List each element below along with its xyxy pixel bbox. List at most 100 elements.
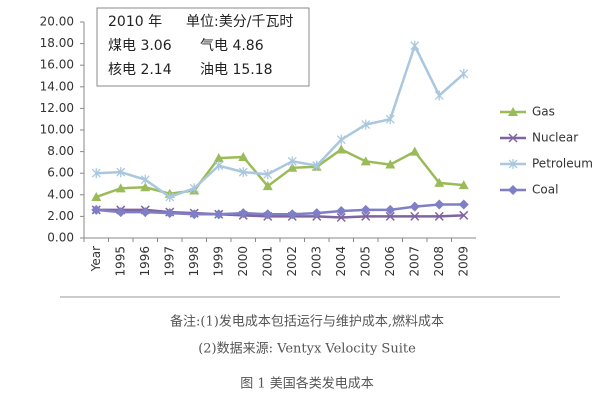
x-tick-label: 1996 bbox=[138, 246, 152, 277]
x-tick-label: Year bbox=[89, 246, 103, 272]
marker bbox=[165, 191, 175, 202]
annotation: 气电 4.86 bbox=[200, 38, 264, 54]
x-tick-label: 1999 bbox=[211, 246, 225, 277]
annotation: 2010 年 bbox=[108, 14, 162, 30]
marker bbox=[262, 209, 273, 220]
legend-label: Nuclear bbox=[532, 131, 578, 145]
marker bbox=[385, 204, 396, 215]
legend-label: Gas bbox=[532, 105, 555, 119]
marker bbox=[262, 181, 273, 191]
y-tick-label: 4.00 bbox=[47, 187, 74, 201]
series-line bbox=[96, 42, 465, 199]
marker bbox=[115, 207, 126, 218]
marker bbox=[508, 159, 518, 169]
marker bbox=[360, 156, 371, 166]
marker bbox=[213, 153, 224, 163]
marker bbox=[361, 119, 371, 130]
marker bbox=[336, 134, 346, 145]
marker bbox=[336, 206, 347, 216]
x-tick-label: 2007 bbox=[407, 246, 421, 277]
annotation: 核电 2.14 bbox=[108, 62, 172, 78]
y-tick-label: 8.00 bbox=[47, 144, 74, 158]
note: 备注:(1)发电成本包括运行与维护成本,燃料成本 bbox=[170, 314, 444, 330]
x-tick-label: 2008 bbox=[432, 246, 446, 277]
marker bbox=[459, 68, 469, 79]
y-tick-label: 20.00 bbox=[40, 15, 74, 29]
marker bbox=[214, 160, 224, 171]
marker bbox=[91, 168, 101, 179]
annotation-box bbox=[96, 7, 310, 87]
annotation: 油电 15.18 bbox=[200, 62, 273, 78]
marker bbox=[311, 208, 322, 219]
y-tick-label: 14.00 bbox=[40, 79, 74, 93]
marker bbox=[238, 208, 249, 219]
x-tick-label: 2005 bbox=[358, 246, 372, 277]
marker bbox=[140, 207, 151, 218]
marker bbox=[434, 199, 445, 210]
marker bbox=[410, 211, 420, 221]
marker bbox=[115, 183, 126, 193]
caption: 图 1 美国各类发电成本 bbox=[240, 376, 374, 392]
marker bbox=[164, 208, 175, 219]
y-tick-label: 16.00 bbox=[40, 58, 74, 72]
marker bbox=[385, 159, 396, 169]
marker bbox=[434, 177, 445, 187]
marker bbox=[508, 107, 518, 116]
legend-label: Coal bbox=[532, 183, 558, 197]
annotation: 煤电 3.06 bbox=[108, 38, 172, 54]
x-tick-label: 1995 bbox=[113, 246, 127, 277]
x-tick-label: 1997 bbox=[162, 246, 176, 277]
marker bbox=[409, 146, 420, 156]
marker bbox=[385, 211, 395, 221]
x-tick-label: 2000 bbox=[236, 246, 250, 277]
y-tick-label: 6.00 bbox=[47, 166, 74, 180]
x-tick-label: 2003 bbox=[309, 246, 323, 277]
series-line bbox=[95, 147, 464, 199]
x-tick-label: 2001 bbox=[260, 246, 274, 277]
marker bbox=[116, 167, 126, 178]
marker bbox=[287, 156, 297, 167]
marker bbox=[434, 90, 444, 101]
marker bbox=[238, 152, 249, 161]
marker bbox=[312, 160, 322, 171]
y-tick-label: 10.00 bbox=[40, 123, 74, 137]
x-tick-label: 2006 bbox=[383, 246, 397, 277]
marker bbox=[361, 211, 371, 221]
legend-label: Petroleum bbox=[532, 157, 593, 171]
marker bbox=[263, 169, 273, 180]
marker bbox=[409, 201, 420, 212]
y-tick-label: 2.00 bbox=[47, 209, 74, 223]
marker bbox=[434, 211, 444, 221]
y-tick-label: 18.00 bbox=[40, 36, 74, 50]
marker bbox=[91, 191, 102, 201]
marker bbox=[360, 204, 371, 215]
marker bbox=[287, 162, 298, 172]
marker bbox=[91, 204, 102, 215]
x-tick-label: 2004 bbox=[334, 246, 348, 277]
y-tick-label: 12.00 bbox=[40, 101, 74, 115]
marker bbox=[385, 114, 395, 125]
annotation: 单位:美分/千瓦时 bbox=[186, 14, 293, 30]
marker bbox=[508, 185, 518, 195]
marker bbox=[458, 199, 469, 210]
marker bbox=[508, 133, 518, 143]
marker bbox=[410, 40, 420, 51]
marker bbox=[238, 167, 248, 178]
marker bbox=[459, 210, 469, 220]
x-tick-label: 2002 bbox=[285, 246, 299, 277]
note: (2)数据来源: Ventyx Velocity Suite bbox=[198, 342, 416, 357]
marker bbox=[189, 209, 200, 220]
marker bbox=[287, 209, 298, 220]
series-line bbox=[96, 208, 464, 219]
x-tick-label: 2009 bbox=[456, 246, 470, 277]
x-tick-label: 1998 bbox=[187, 246, 201, 277]
marker bbox=[140, 182, 151, 192]
y-tick-label: 0.00 bbox=[47, 231, 74, 245]
marker bbox=[336, 144, 347, 154]
marker bbox=[458, 180, 469, 190]
series-line bbox=[96, 203, 464, 216]
marker bbox=[189, 183, 199, 194]
marker bbox=[140, 174, 150, 185]
marker bbox=[213, 209, 224, 220]
